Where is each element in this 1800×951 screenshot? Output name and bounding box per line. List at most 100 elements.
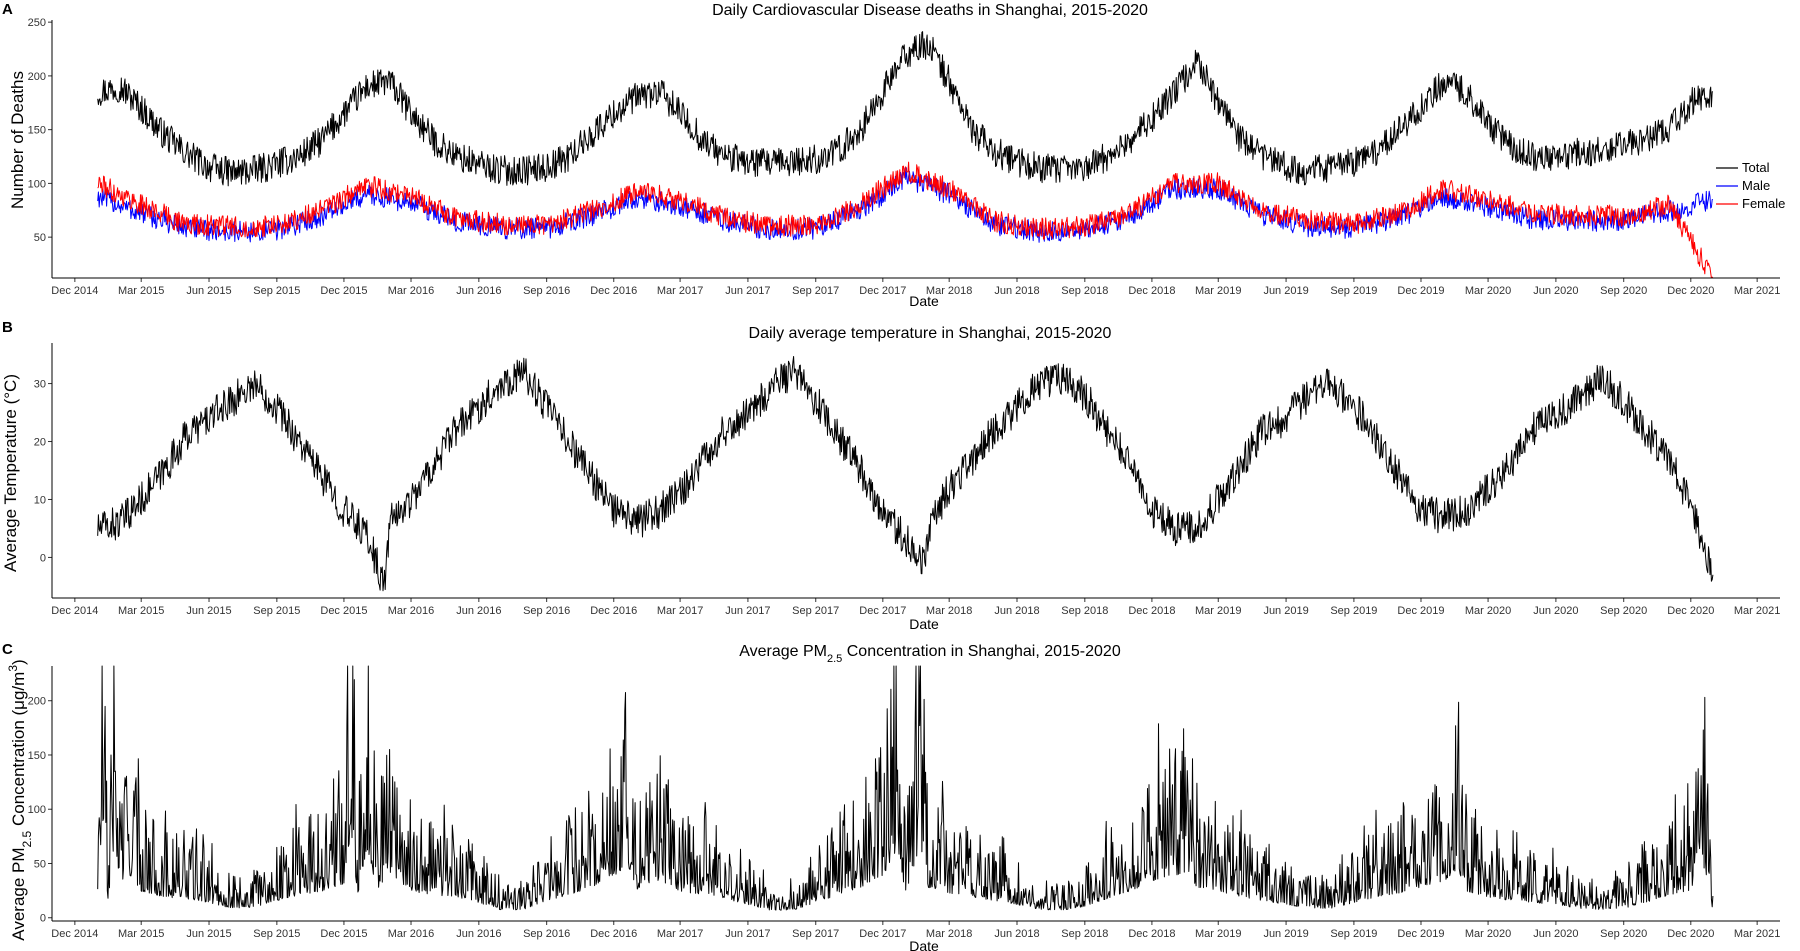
x-tick-label: Mar 2015	[118, 285, 164, 297]
x-tick-label: Dec 2015	[320, 928, 367, 940]
y-tick-label: 10	[34, 494, 46, 506]
x-tick-label: Jun 2017	[725, 605, 770, 617]
panel-a-legend: Total Male Female	[1716, 160, 1785, 211]
x-tick-label: Mar 2020	[1465, 285, 1511, 297]
y-tick-label: 0	[40, 552, 46, 564]
y-tick-label: 50	[34, 858, 46, 870]
x-tick-label: Sep 2017	[792, 285, 839, 297]
y-tick-label: 150	[28, 750, 46, 762]
x-tick-label: Sep 2017	[792, 928, 839, 940]
x-tick-label: Sep 2019	[1330, 605, 1377, 617]
x-tick-label: Jun 2020	[1533, 605, 1578, 617]
x-tick-label: Jun 2018	[994, 928, 1039, 940]
x-tick-label: Dec 2014	[51, 285, 98, 297]
x-tick-label: Mar 2019	[1195, 285, 1241, 297]
y-tick-label: 150	[28, 125, 46, 137]
x-tick-label: Mar 2021	[1734, 285, 1780, 297]
x-tick-label: Dec 2020	[1667, 605, 1714, 617]
x-tick-label: Dec 2015	[320, 605, 367, 617]
y-tick-label: 100	[28, 178, 46, 190]
series-line-main	[97, 356, 1714, 592]
x-tick-label: Jun 2016	[456, 285, 501, 297]
x-tick-label: Jun 2017	[725, 928, 770, 940]
x-tick-label: Jun 2020	[1533, 928, 1578, 940]
panel-b-y-axis-title: Average Temperature (°C)	[1, 374, 20, 572]
legend-label-male: Male	[1742, 178, 1770, 193]
panel-a-cvd-deaths: A Daily Cardiovascular Disease deaths in…	[2, 1, 1785, 309]
legend-label-total: Total	[1742, 160, 1770, 175]
series-line-main	[97, 665, 1714, 911]
x-tick-label: Jun 2020	[1533, 285, 1578, 297]
series-line-female	[97, 161, 1714, 279]
panel-c-y-axis-title: Average PM2.5 Concentration (μg/m3)	[6, 659, 34, 940]
panel-a-x-ticks: Dec 2014 Mar 2015 Jun 2015 Sep 2015 Dec 2015…	[51, 278, 1780, 297]
panel-a-title: Daily Cardiovascular Disease deaths in S…	[712, 2, 1148, 19]
x-tick-label: Sep 2016	[523, 285, 570, 297]
x-tick-label: Mar 2017	[657, 928, 703, 940]
x-tick-label: Jun 2019	[1263, 605, 1308, 617]
x-tick-label: Sep 2019	[1330, 285, 1377, 297]
x-tick-label: Jun 2015	[186, 928, 231, 940]
panel-b-x-ticks: Dec 2014 Mar 2015 Jun 2015 Sep 2015 Dec 2015…	[51, 598, 1780, 617]
x-tick-label: Sep 2015	[253, 928, 300, 940]
panel-a-y-axis-title: Number of Deaths	[8, 71, 27, 209]
x-tick-label: Mar 2021	[1734, 928, 1780, 940]
series-line-total	[97, 31, 1714, 187]
y-tick-label: 50	[34, 232, 46, 244]
x-tick-label: Mar 2015	[118, 605, 164, 617]
panel-a-y-ticks: 50 100 150 200 250	[28, 17, 52, 244]
x-tick-label: Mar 2018	[926, 928, 972, 940]
x-tick-label: Dec 2017	[859, 285, 906, 297]
x-tick-label: Dec 2018	[1128, 605, 1175, 617]
x-tick-label: Mar 2017	[657, 285, 703, 297]
panel-a-label: A	[2, 1, 13, 18]
panel-a-x-axis-title: Date	[909, 293, 939, 309]
y-tick-label: 200	[28, 696, 46, 708]
y-tick-label: 250	[28, 17, 46, 29]
panel-c-series	[97, 665, 1714, 911]
x-tick-label: Mar 2017	[657, 605, 703, 617]
x-tick-label: Dec 2014	[51, 605, 98, 617]
x-tick-label: Sep 2020	[1600, 928, 1647, 940]
panel-c-title: Average PM2.5 Concentration in Shanghai,…	[739, 643, 1121, 665]
x-tick-label: Sep 2016	[523, 928, 570, 940]
x-tick-label: Mar 2016	[388, 605, 434, 617]
x-tick-label: Mar 2020	[1465, 928, 1511, 940]
x-tick-label: Sep 2018	[1061, 285, 1108, 297]
x-tick-label: Jun 2019	[1263, 285, 1308, 297]
y-tick-label: 0	[40, 913, 46, 925]
series-line-male	[97, 167, 1713, 243]
y-tick-label: 30	[34, 379, 46, 391]
panel-c-pm25: C Average PM2.5 Concentration in Shangha…	[2, 641, 1780, 951]
x-tick-label: Sep 2017	[792, 605, 839, 617]
x-tick-label: Mar 2016	[388, 928, 434, 940]
x-tick-label: Mar 2018	[926, 285, 972, 297]
x-tick-label: Jun 2015	[186, 605, 231, 617]
x-tick-label: Dec 2017	[859, 605, 906, 617]
x-tick-label: Sep 2020	[1600, 605, 1647, 617]
panel-b-temperature: B Daily average temperature in Shanghai,…	[1, 319, 1780, 632]
x-tick-label: Mar 2016	[388, 285, 434, 297]
x-tick-label: Dec 2016	[590, 928, 637, 940]
x-tick-label: Jun 2016	[456, 605, 501, 617]
x-tick-label: Dec 2017	[859, 928, 906, 940]
x-tick-label: Mar 2015	[118, 928, 164, 940]
x-tick-label: Sep 2016	[523, 605, 570, 617]
x-tick-label: Sep 2018	[1061, 605, 1108, 617]
panel-c-y-ticks: 0 50 100 150 200	[28, 696, 52, 925]
x-tick-label: Dec 2020	[1667, 285, 1714, 297]
x-tick-label: Mar 2018	[926, 605, 972, 617]
panel-c-label: C	[2, 641, 13, 658]
x-tick-label: Jun 2018	[994, 285, 1039, 297]
panel-c-x-ticks: Dec 2014 Mar 2015 Jun 2015 Sep 2015 Dec 2015…	[51, 921, 1780, 940]
x-tick-label: Dec 2016	[590, 285, 637, 297]
x-tick-label: Dec 2019	[1397, 928, 1444, 940]
x-tick-label: Dec 2015	[320, 285, 367, 297]
panel-b-x-axis-title: Date	[909, 616, 939, 632]
panel-b-label: B	[2, 319, 13, 336]
panel-b-title: Daily average temperature in Shanghai, 2…	[749, 325, 1112, 342]
x-tick-label: Dec 2020	[1667, 928, 1714, 940]
x-tick-label: Jun 2015	[186, 285, 231, 297]
x-tick-label: Jun 2017	[725, 285, 770, 297]
x-tick-label: Sep 2020	[1600, 285, 1647, 297]
